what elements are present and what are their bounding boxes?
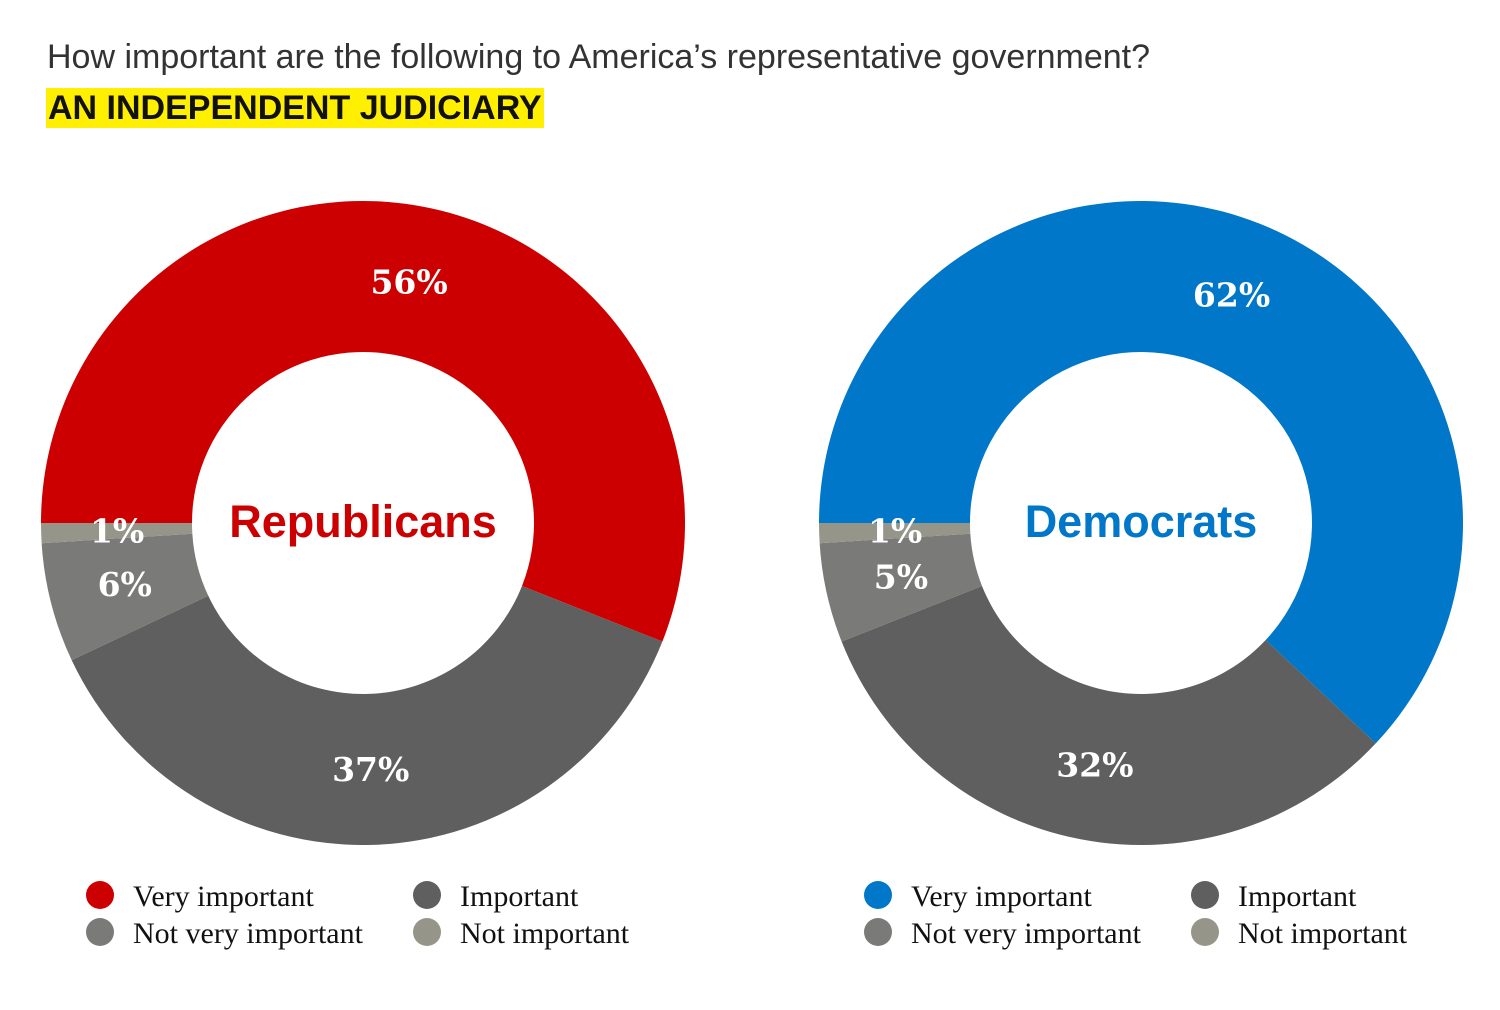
legend: Very important Important Not very importan… xyxy=(864,880,1408,950)
slice-value-label: 1% xyxy=(868,512,922,551)
legend-item: Important xyxy=(413,880,579,913)
slice-value-label: 37% xyxy=(332,750,409,789)
slice-value-label: 56% xyxy=(370,262,447,301)
legend-label: Very important xyxy=(133,880,314,913)
center-label: Republicans xyxy=(229,496,497,547)
legend-label: Not important xyxy=(460,917,630,950)
legend-label: Very important xyxy=(911,880,1092,913)
legend-label: Not important xyxy=(1238,917,1408,950)
legend-swatch xyxy=(864,918,892,946)
slice-not-important xyxy=(819,523,971,544)
slice-value-label: 6% xyxy=(98,565,152,604)
slice-not-very-important xyxy=(819,533,983,642)
slice-very-important xyxy=(819,201,1463,744)
legend-item: Not important xyxy=(413,917,630,950)
legend-swatch xyxy=(86,918,114,946)
slice-value-label: 5% xyxy=(874,558,928,597)
slice-very-important xyxy=(41,200,685,642)
chart-subtitle: AN INDEPENDENT JUDICIARY xyxy=(46,88,544,128)
legend-label: Important xyxy=(1238,880,1357,913)
slice-important xyxy=(841,585,1376,846)
legend: Very important Important Not very importan… xyxy=(86,880,630,950)
legend-label: Not very important xyxy=(133,917,364,950)
legend-swatch xyxy=(413,918,441,946)
chart-title: How important are the following to Ameri… xyxy=(47,38,1151,76)
donut-democrats: 62% 32% 5% 1% Democrats Very important Importa… xyxy=(819,201,1463,950)
center-label: Democrats xyxy=(1025,496,1258,547)
slice-value-label: 32% xyxy=(1056,746,1133,785)
legend-swatch xyxy=(1191,918,1219,946)
legend-item: Not very important xyxy=(86,917,364,950)
legend-swatch xyxy=(413,881,441,909)
legend-label: Important xyxy=(460,880,579,913)
slice-important xyxy=(71,585,663,845)
legend-item: Very important xyxy=(864,880,1092,913)
donut-republicans: 56% 37% 6% 1% Republicans Very important Impor… xyxy=(41,200,685,950)
slice-not-important xyxy=(41,523,193,544)
legend-item: Important xyxy=(1191,880,1357,913)
legend-label: Not very important xyxy=(911,917,1142,950)
legend-item: Not important xyxy=(1191,917,1408,950)
slice-value-label: 1% xyxy=(90,512,144,551)
legend-item: Not very important xyxy=(864,917,1142,950)
slice-not-very-important xyxy=(41,533,209,661)
legend-item: Very important xyxy=(86,880,314,913)
legend-swatch xyxy=(864,881,892,909)
slice-value-label: 62% xyxy=(1193,275,1270,314)
legend-swatch xyxy=(1191,881,1219,909)
legend-swatch xyxy=(86,881,114,909)
